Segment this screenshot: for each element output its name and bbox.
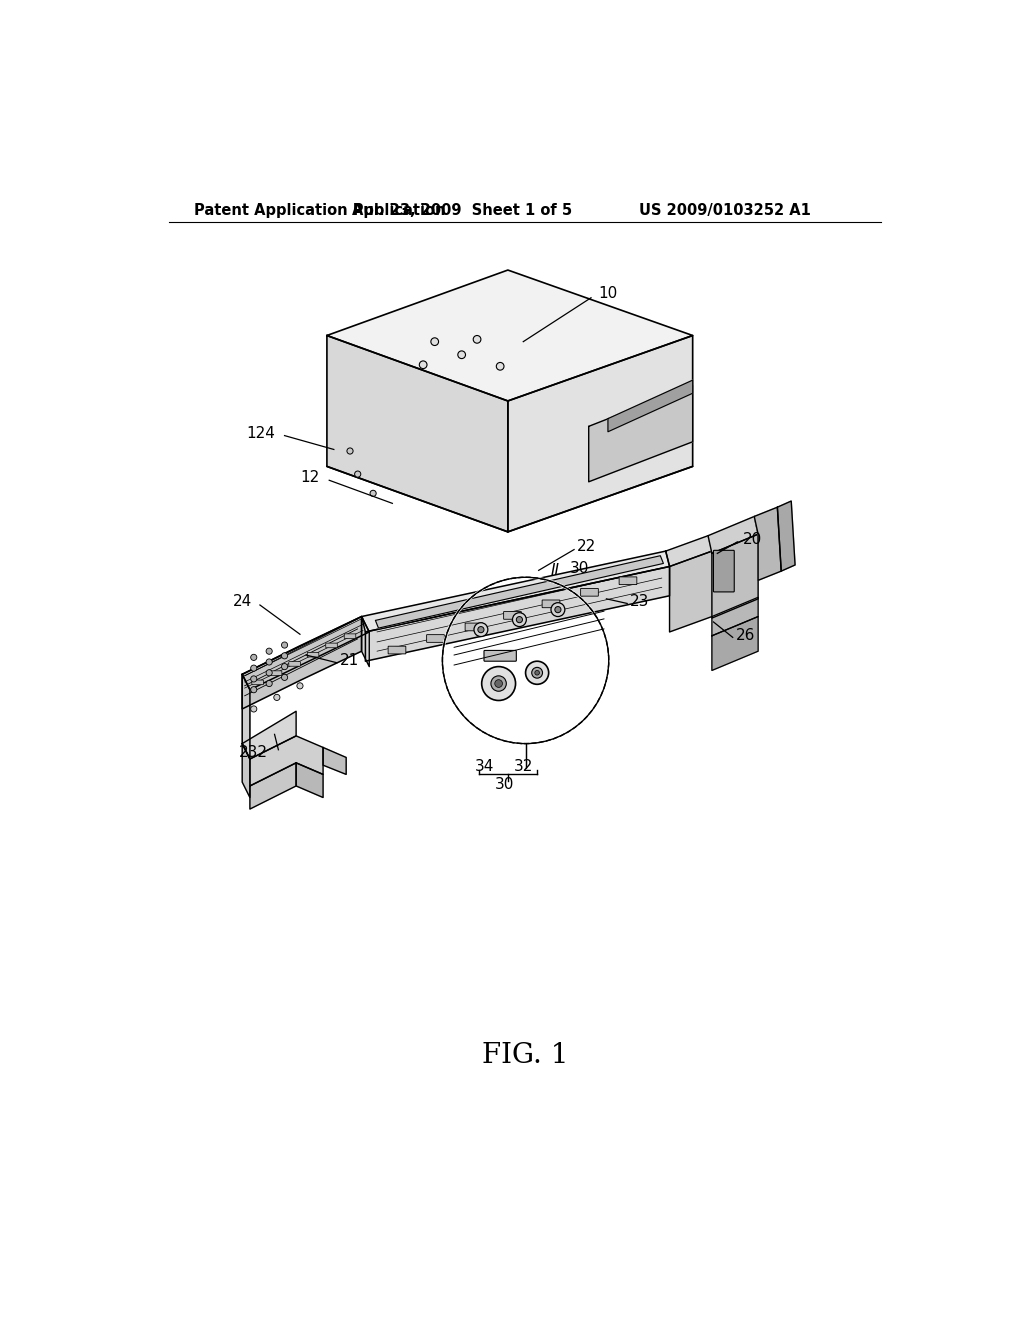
Circle shape (478, 627, 484, 632)
Text: 22: 22 (578, 539, 596, 554)
Polygon shape (366, 566, 670, 661)
Polygon shape (708, 516, 758, 553)
Polygon shape (250, 737, 323, 785)
Text: 10: 10 (599, 285, 617, 301)
Polygon shape (712, 597, 758, 636)
FancyBboxPatch shape (388, 647, 406, 653)
FancyBboxPatch shape (484, 651, 516, 661)
Text: 30: 30 (569, 561, 589, 576)
Polygon shape (589, 385, 692, 482)
Circle shape (531, 668, 543, 678)
Circle shape (282, 675, 288, 681)
Circle shape (266, 648, 272, 655)
Text: 26: 26 (736, 628, 755, 643)
Text: 21: 21 (340, 653, 359, 668)
Text: 124: 124 (247, 426, 275, 441)
Text: II: II (550, 562, 559, 578)
Circle shape (347, 447, 353, 454)
Polygon shape (323, 747, 346, 775)
FancyBboxPatch shape (542, 601, 560, 607)
Text: Patent Application Publication: Patent Application Publication (194, 203, 445, 218)
Text: 32: 32 (514, 759, 532, 775)
Circle shape (431, 338, 438, 346)
Circle shape (354, 471, 360, 478)
Circle shape (282, 664, 288, 669)
Polygon shape (361, 616, 370, 667)
Circle shape (481, 667, 515, 701)
Polygon shape (243, 675, 250, 759)
Circle shape (473, 335, 481, 343)
Circle shape (419, 360, 427, 368)
Polygon shape (243, 711, 296, 759)
Text: 23: 23 (630, 594, 649, 609)
Circle shape (535, 671, 540, 675)
Circle shape (251, 676, 257, 682)
Circle shape (273, 694, 280, 701)
FancyBboxPatch shape (504, 611, 521, 619)
Polygon shape (327, 335, 508, 532)
FancyBboxPatch shape (307, 652, 318, 657)
FancyBboxPatch shape (427, 635, 444, 643)
FancyBboxPatch shape (270, 671, 282, 676)
Polygon shape (361, 552, 670, 632)
Circle shape (474, 623, 487, 636)
Circle shape (251, 655, 257, 660)
Text: 24: 24 (233, 594, 252, 609)
Text: 30: 30 (495, 777, 514, 792)
Text: 12: 12 (300, 470, 319, 486)
Polygon shape (243, 743, 250, 797)
Circle shape (458, 351, 466, 359)
Circle shape (282, 642, 288, 648)
Polygon shape (296, 763, 323, 797)
Circle shape (282, 653, 288, 659)
Circle shape (495, 680, 503, 688)
Polygon shape (712, 616, 758, 671)
Circle shape (497, 363, 504, 370)
FancyBboxPatch shape (252, 680, 263, 685)
Polygon shape (712, 535, 758, 618)
FancyBboxPatch shape (326, 643, 337, 648)
Circle shape (525, 661, 549, 684)
Polygon shape (508, 335, 692, 532)
Circle shape (251, 706, 257, 711)
Circle shape (512, 612, 526, 627)
FancyBboxPatch shape (714, 550, 734, 591)
Circle shape (516, 616, 522, 623)
Polygon shape (243, 616, 370, 689)
Circle shape (251, 686, 257, 693)
Circle shape (266, 659, 272, 665)
Text: FIG. 1: FIG. 1 (481, 1041, 568, 1069)
Polygon shape (376, 556, 664, 628)
Circle shape (266, 681, 272, 686)
Circle shape (251, 665, 257, 672)
Text: 34: 34 (475, 759, 495, 775)
Circle shape (266, 669, 272, 676)
FancyBboxPatch shape (465, 623, 483, 631)
Polygon shape (755, 507, 781, 581)
Circle shape (555, 607, 561, 612)
Text: US 2009/0103252 A1: US 2009/0103252 A1 (639, 203, 811, 218)
Text: Apr. 23, 2009  Sheet 1 of 5: Apr. 23, 2009 Sheet 1 of 5 (351, 203, 571, 218)
Text: 20: 20 (742, 532, 762, 546)
Polygon shape (250, 763, 296, 809)
Circle shape (297, 682, 303, 689)
Circle shape (551, 603, 565, 616)
Polygon shape (670, 552, 712, 632)
FancyBboxPatch shape (344, 634, 355, 639)
Text: 232: 232 (239, 746, 267, 760)
Polygon shape (777, 502, 795, 572)
Polygon shape (243, 616, 361, 709)
FancyBboxPatch shape (289, 661, 300, 667)
Polygon shape (608, 380, 692, 432)
FancyBboxPatch shape (581, 589, 598, 597)
FancyBboxPatch shape (620, 577, 637, 585)
Polygon shape (666, 536, 712, 566)
Circle shape (490, 676, 506, 692)
Circle shape (370, 490, 376, 496)
Polygon shape (327, 271, 692, 401)
